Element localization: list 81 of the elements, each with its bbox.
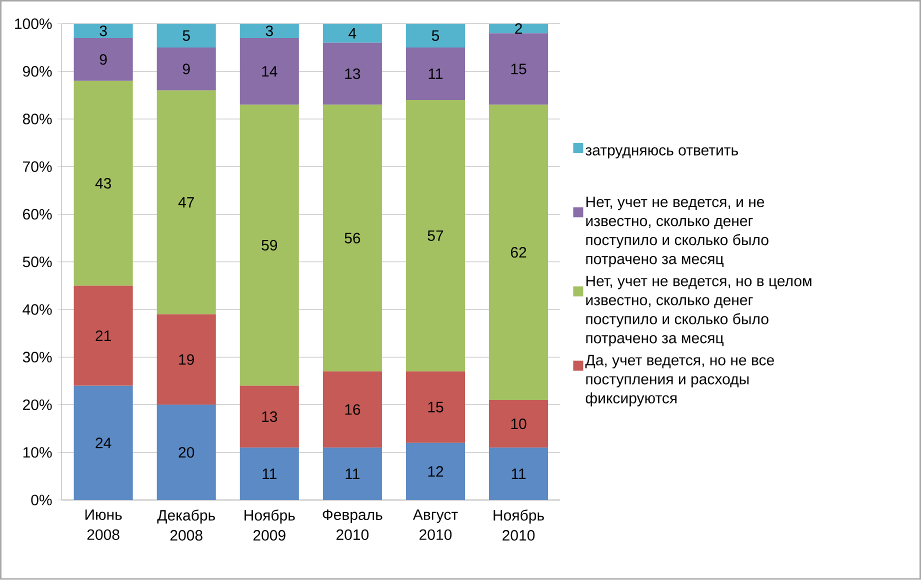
y-tick-label: 20% [23,400,52,410]
x-tick-label: Ноябрь 2010 [494,510,544,541]
data-label: 12 [428,466,444,477]
y-tick-label: 80% [22,114,52,124]
bar [489,448,548,500]
data-label: 59 [262,240,278,251]
legend-label: затрудняюсь ответить [586,147,738,159]
data-label: 11 [512,468,526,480]
bar [406,100,465,372]
data-label: 11 [346,468,360,480]
y-tick-label: 90% [22,66,52,77]
data-label: 19 [179,354,194,365]
y-tick-label: 50% [22,256,52,268]
data-label: 13 [345,68,360,80]
bar [74,24,133,38]
data-label: 24 [96,438,112,448]
bar [322,448,382,500]
bar [406,372,465,443]
bar [406,24,465,48]
data-label: 15 [511,64,526,74]
bar [240,448,299,500]
y-tick-label: 0% [31,494,52,506]
data-label: 43 [95,178,111,189]
bar [406,48,465,100]
bar [156,404,216,500]
data-label: 2 [515,23,522,34]
bar [489,400,548,448]
y-tick-label: 70% [23,161,52,172]
data-label: 15 [428,402,444,412]
x-tick-label: Ноябрь 2009 [244,510,295,541]
x-tick-label: Февраль 2010 [322,510,382,540]
legend-label: Нет, учет не ведется, и не известно, сколько денег поступило и сколько было потрачено за месяц [586,196,768,268]
y-tick-label: 40% [22,304,52,315]
bar [74,80,133,286]
data-label: 20 [178,447,194,458]
data-label: 5 [432,30,440,41]
bar [406,442,465,500]
bar [74,386,133,500]
data-label: 56 [344,232,360,244]
bar [489,104,548,400]
bar [156,24,216,48]
data-label: 16 [345,404,360,415]
bar [240,104,299,386]
bar [156,48,216,91]
bar [489,33,548,105]
data-label: 62 [510,247,526,258]
data-label: 10 [511,418,526,430]
data-label: 5 [182,30,190,41]
x-tick-label: Декабрь 2008 [157,510,215,541]
data-label: 11 [428,68,443,80]
y-tick-label: 100% [15,18,52,30]
bar [156,90,216,314]
data-label: 9 [100,54,107,65]
bar [322,104,382,372]
data-label: 3 [266,26,273,36]
bar [489,24,548,34]
bar [156,314,216,405]
bar [74,38,133,81]
data-label: 11 [262,468,276,480]
y-tick-label: 60% [23,209,52,220]
data-label: 13 [262,411,278,422]
y-tick-label: 30% [22,352,52,363]
data-label: 3 [100,26,107,36]
data-label: 21 [96,330,111,342]
y-tick-label: 10% [23,447,52,458]
legend-label: Да, учет ведется, но не все поступления и расходы фиксируются [585,355,774,406]
bar [74,286,133,386]
bar [240,386,299,448]
bar [322,42,382,105]
data-label: 9 [182,64,190,74]
bar [322,24,382,43]
x-tick-label: Август 2010 [412,510,458,540]
bar [322,372,382,448]
data-label: 47 [178,197,194,208]
legend-label: Нет, учет не ведется, но в целом известно, сколько денег поступило и сколько было потрачено за месяц [586,276,812,346]
data-label: 4 [348,28,356,39]
x-tick-label: Июнь 2008 [85,510,122,540]
bar [240,38,299,105]
data-label: 14 [262,66,278,77]
data-label: 57 [428,230,444,242]
bar [240,24,299,38]
